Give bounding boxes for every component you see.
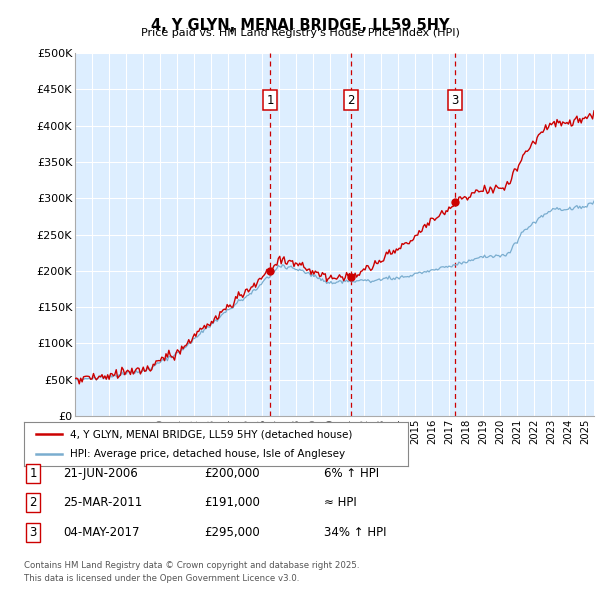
Text: 04-MAY-2017: 04-MAY-2017 <box>63 526 139 539</box>
Text: Price paid vs. HM Land Registry's House Price Index (HPI): Price paid vs. HM Land Registry's House … <box>140 28 460 38</box>
Text: ≈ HPI: ≈ HPI <box>324 496 357 509</box>
Text: 4, Y GLYN, MENAI BRIDGE, LL59 5HY: 4, Y GLYN, MENAI BRIDGE, LL59 5HY <box>151 18 449 32</box>
Text: 1: 1 <box>29 467 37 480</box>
Text: 3: 3 <box>29 526 37 539</box>
Text: £191,000: £191,000 <box>204 496 260 509</box>
Text: 6% ↑ HPI: 6% ↑ HPI <box>324 467 379 480</box>
Text: Contains HM Land Registry data © Crown copyright and database right 2025.
This d: Contains HM Land Registry data © Crown c… <box>24 562 359 583</box>
Text: £295,000: £295,000 <box>204 526 260 539</box>
Text: £200,000: £200,000 <box>204 467 260 480</box>
Text: 4, Y GLYN, MENAI BRIDGE, LL59 5HY (detached house): 4, Y GLYN, MENAI BRIDGE, LL59 5HY (detac… <box>70 430 352 439</box>
Text: 3: 3 <box>451 94 459 107</box>
Text: 2: 2 <box>347 94 355 107</box>
Text: 21-JUN-2006: 21-JUN-2006 <box>63 467 138 480</box>
Text: 2: 2 <box>29 496 37 509</box>
Text: 25-MAR-2011: 25-MAR-2011 <box>63 496 142 509</box>
Text: HPI: Average price, detached house, Isle of Anglesey: HPI: Average price, detached house, Isle… <box>70 449 345 458</box>
Text: 1: 1 <box>266 94 274 107</box>
Text: 34% ↑ HPI: 34% ↑ HPI <box>324 526 386 539</box>
